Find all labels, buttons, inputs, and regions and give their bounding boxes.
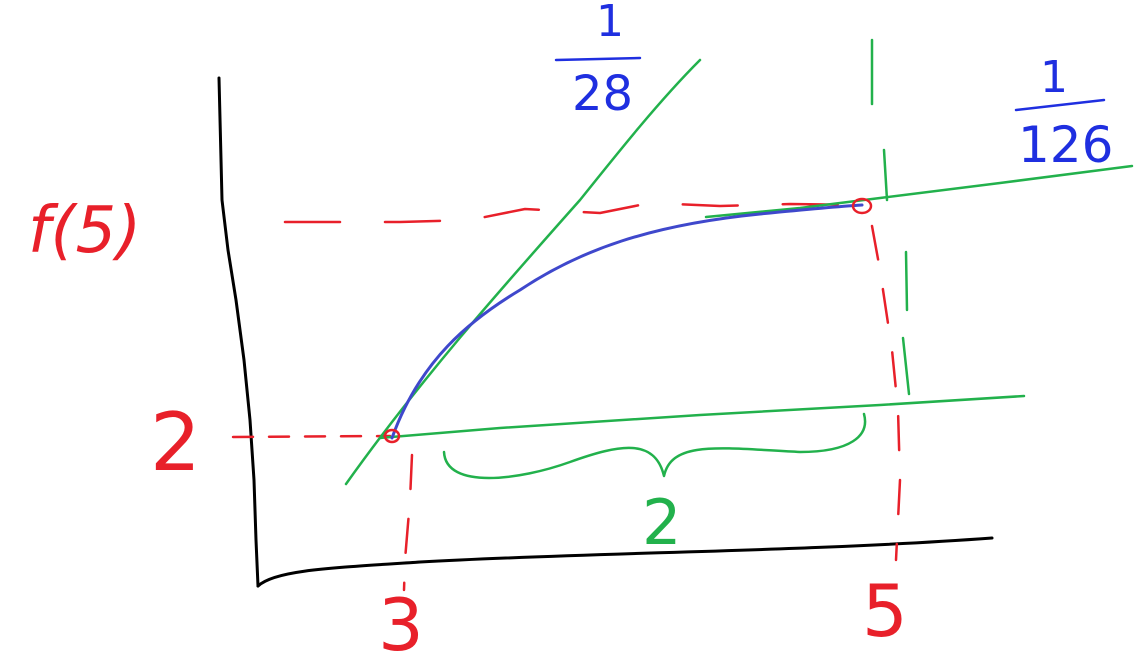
point-5-f5	[851, 197, 873, 215]
slope-left: 1 28	[554, 0, 642, 122]
guide-2-horizontal	[231, 434, 392, 439]
secant-bottom	[378, 394, 1026, 440]
y-axis	[217, 76, 260, 588]
label-f5: f(5)	[28, 194, 141, 268]
slope-left-denominator: 28	[572, 66, 633, 122]
guide-lines	[231, 201, 902, 592]
vertical-mark-bottom	[901, 336, 911, 396]
vertical-mark-lower	[904, 250, 909, 312]
label-2: 2	[150, 396, 201, 489]
x-axis	[256, 536, 994, 588]
slope-right-denominator: 126	[1018, 116, 1113, 174]
label-5: 5	[862, 569, 908, 653]
slope-right-numerator: 1	[1040, 52, 1068, 103]
slope-left-numerator: 1	[596, 0, 624, 47]
slope-right: 1 126	[1014, 52, 1113, 174]
label-interval-2: 2	[642, 486, 681, 559]
guide-3-vertical	[402, 453, 414, 592]
function-curve	[390, 203, 864, 440]
interval-brace	[442, 412, 867, 480]
vertical-mark-middle	[882, 148, 889, 202]
axes	[217, 76, 994, 588]
tangent-shallow-top	[704, 164, 1134, 219]
key-points	[383, 197, 873, 444]
guide-f5-horizontal	[283, 201, 864, 224]
tangent-lines	[344, 38, 1134, 486]
slope-right-bar	[1014, 98, 1106, 112]
slope-left-bar	[554, 56, 642, 62]
point-3-2	[383, 428, 401, 444]
label-3: 3	[378, 583, 424, 665]
guide-5-vertical	[870, 224, 902, 562]
